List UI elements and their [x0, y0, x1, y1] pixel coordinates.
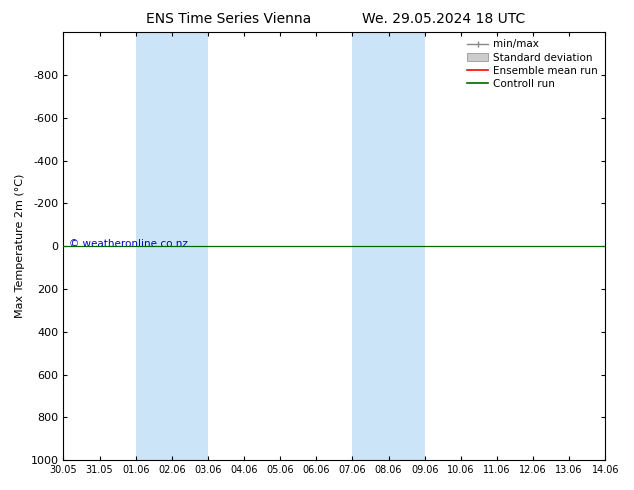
Text: We. 29.05.2024 18 UTC: We. 29.05.2024 18 UTC	[362, 12, 526, 26]
Y-axis label: Max Temperature 2m (°C): Max Temperature 2m (°C)	[15, 174, 25, 318]
Legend: min/max, Standard deviation, Ensemble mean run, Controll run: min/max, Standard deviation, Ensemble me…	[463, 35, 602, 93]
Bar	[136, 32, 208, 460]
Text: ENS Time Series Vienna: ENS Time Series Vienna	[146, 12, 311, 26]
Text: © weatheronline.co.nz: © weatheronline.co.nz	[69, 239, 188, 249]
Bar	[353, 32, 425, 460]
